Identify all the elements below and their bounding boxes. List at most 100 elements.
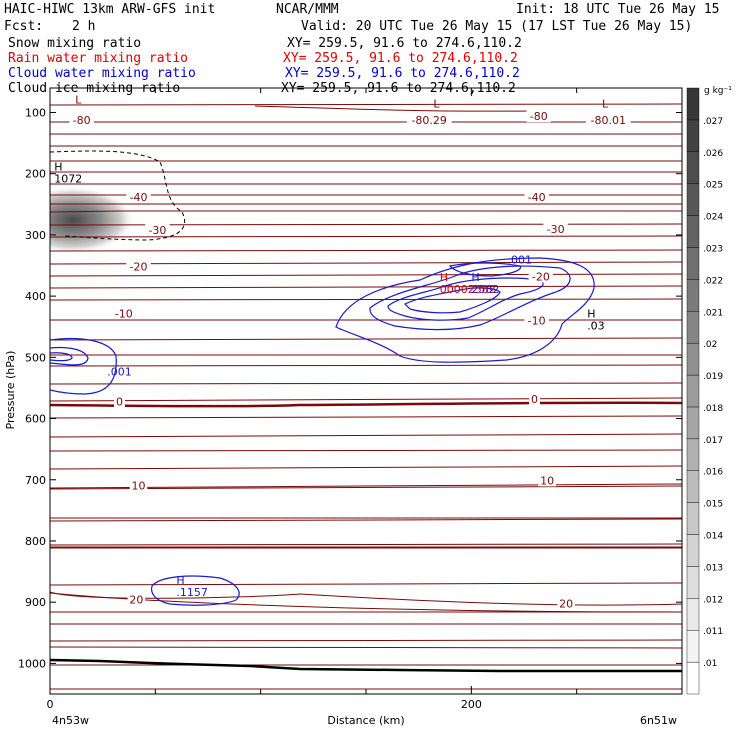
extremum-value: 00002582: [440, 283, 496, 296]
isotherm-label-bg: [524, 189, 549, 203]
isotherm-label: -10: [528, 315, 546, 328]
extremum-marker: L: [75, 93, 82, 106]
extremum-marker: H: [440, 271, 448, 284]
isotherm-label-bg: [145, 223, 170, 237]
isotherm-label-bg: [129, 478, 148, 492]
isotherm-label: 10: [131, 479, 145, 492]
extremum-marker: H: [54, 161, 62, 174]
shade-scale-label: .023: [703, 244, 723, 254]
forecast-label: Fcst:: [4, 19, 44, 34]
shade-scale-label: .012: [703, 595, 723, 605]
shade-scale-label: .025: [703, 181, 723, 191]
shade-scale-cell: [686, 566, 700, 599]
shade-scale-label: .013: [703, 563, 723, 573]
cloud-water-label: .001: [107, 365, 132, 378]
surface-line: [49, 658, 682, 673]
y-tick-label: 1000: [18, 657, 46, 670]
shade-scale-cell: [686, 502, 700, 535]
title-left: HAIC-HIWC 13km ARW-GFS init: [4, 2, 216, 17]
extremum-value: .03: [587, 320, 605, 333]
field-xy-cloud-water: XY= 259.5, 91.6 to 274.6,110.2: [285, 66, 520, 81]
shade-scale-cell: [686, 247, 700, 280]
shade-unit-label: g kg⁻¹: [704, 86, 732, 96]
y-tick-label: 800: [25, 535, 46, 548]
isotherm-label: 20: [559, 597, 573, 610]
shade-scale-label: .026: [703, 149, 723, 159]
shade-scale-label: .014: [703, 532, 723, 542]
shade-scale-label: .022: [703, 276, 723, 286]
isotherm-label: -80: [530, 110, 548, 123]
isotherm-label: -30: [547, 223, 565, 236]
shade-scale-label: .02: [703, 340, 717, 350]
y-tick-label: 300: [25, 229, 46, 242]
isotherm-label-bg: [114, 394, 125, 408]
isotherm-label-bg: [524, 313, 549, 327]
x-tick-label: 200: [461, 698, 482, 711]
y-tick-label: 200: [25, 168, 46, 181]
extremum-marker: H: [587, 308, 595, 321]
shade-scale-cell: [686, 311, 700, 344]
isotherm-label: -40: [129, 191, 147, 204]
isotherm-label: -40: [528, 191, 546, 204]
y-axis-title: Pressure (hPa): [4, 351, 17, 430]
shade-scale-cell: [686, 406, 700, 440]
shade-scale-label: .027: [703, 117, 723, 127]
forecast-hour: 2 h: [72, 19, 96, 34]
extremum-marker: L: [602, 98, 609, 111]
shade-scale-label: .021: [703, 308, 723, 318]
shade-scale-cell: [686, 151, 700, 184]
isotherm-label-bg: [111, 306, 136, 320]
shade-scale-cell: [686, 215, 700, 248]
shade-scale-label: .019: [703, 372, 723, 382]
field-name-cloud-water: Cloud water mixing ratio: [8, 66, 196, 81]
x-start-location: 4n53w: [52, 714, 89, 727]
isotherm-label: -20: [532, 271, 550, 284]
isotherm-label-bg: [585, 112, 631, 126]
cloud-water-contours: [50, 257, 595, 606]
extremum-value: 1072: [54, 173, 82, 186]
isotherm-label-bg: [127, 592, 146, 606]
isotherm-label: -80.29: [411, 114, 446, 127]
shade-scale-label: .018: [703, 404, 723, 414]
isotherm-label: -80.01: [591, 114, 626, 127]
shade-scale-label: .01: [703, 659, 717, 669]
y-tick-label: 900: [25, 596, 46, 609]
extremum-marker: H: [471, 271, 479, 284]
x-tick-label: 0: [47, 698, 54, 711]
isotherm-label-bg: [543, 221, 568, 235]
isotherm-label: -80: [73, 114, 91, 127]
shade-scale-label: .017: [703, 436, 723, 446]
isotherm-label: 10: [540, 474, 554, 487]
isotherm-label-bg: [557, 596, 575, 610]
isotherm-label: -30: [148, 224, 166, 237]
shade-scale-cell: [686, 87, 700, 121]
x-axis-title: Distance (km): [327, 714, 404, 727]
isotherm-label-bg: [526, 109, 551, 123]
isotherm-label-bg: [406, 112, 452, 126]
shade-scale-label: .024: [703, 213, 723, 223]
y-tick-label: 500: [25, 351, 46, 364]
field-xy-rain: XY= 259.5, 91.6 to 274.6,110.2: [283, 51, 518, 66]
field-xy-cloud-ice: XY= 259.5, 91.6 to 274.6,110.2: [281, 81, 516, 96]
extremum-marker: L: [433, 98, 440, 111]
isotherm-label-bg: [69, 112, 94, 126]
y-tick-label: 400: [25, 290, 46, 303]
title-source: NCAR/MMM: [276, 2, 339, 17]
shade-scale-cell: [686, 661, 700, 695]
y-tick-label: 100: [25, 106, 46, 119]
extremum-marker: H: [176, 574, 184, 587]
shade-scale-label: .016: [703, 468, 723, 478]
snow-shade-max: [50, 186, 135, 254]
shade-scale-cell: [686, 183, 700, 216]
y-tick-label: 600: [25, 413, 46, 426]
isotherm-label: 20: [129, 594, 143, 607]
shade-scale-cell: [686, 598, 700, 631]
init-time: Init: 18 UTC Tue 26 May 15: [516, 2, 720, 17]
cloud-water-label: .001: [508, 253, 533, 266]
shade-scale-cell: [686, 630, 700, 663]
isotherm-label: -10: [115, 307, 133, 320]
shade-scale-cell: [686, 119, 700, 152]
field-name-snow: Snow mixing ratio: [8, 36, 142, 51]
freezing-level-contour: [50, 401, 682, 408]
